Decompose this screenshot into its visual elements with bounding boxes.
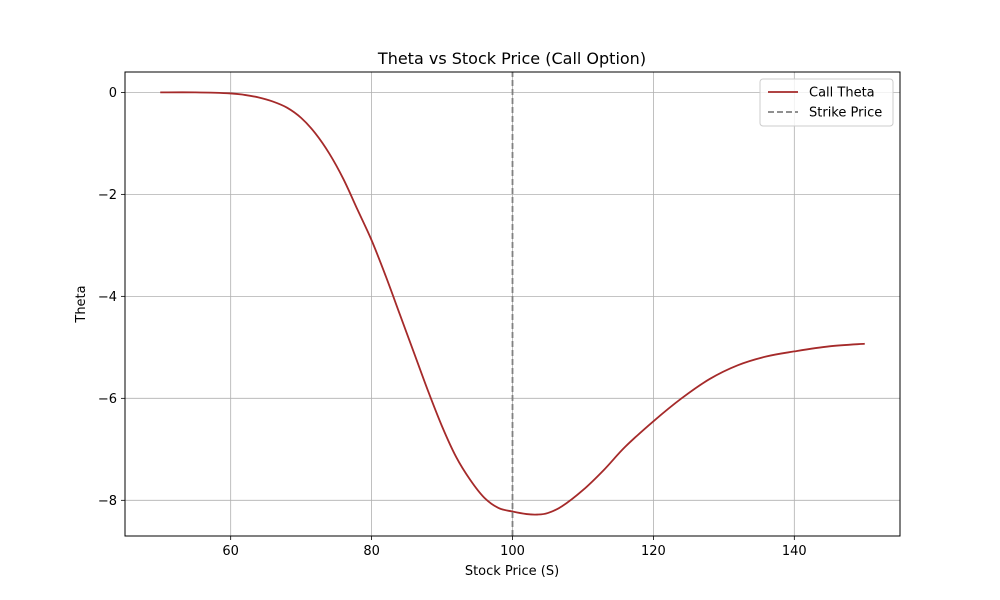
y-tick-label: 0 [109,86,117,101]
axis-ticks: 60 80 100 120 140 0 −2 −4 −6 −8 [98,86,807,559]
grid [125,72,900,536]
x-tick-label: 80 [363,544,380,559]
series-line-call-theta [160,91,865,516]
legend-label-call-theta: Call Theta [809,86,875,101]
y-tick-label: −8 [98,494,117,509]
y-tick-label: −4 [98,290,117,305]
y-tick-label: −2 [98,188,117,203]
x-axis-label: Stock Price (S) [465,564,559,579]
x-tick-label: 120 [641,544,666,559]
legend: Call Theta Strike Price [759,78,894,127]
series-layer [160,72,865,536]
x-tick-label: 100 [500,544,525,559]
y-axis-label: Theta [74,285,89,323]
x-tick-label: 60 [222,544,239,559]
chart-title: Theta vs Stock Price (Call Option) [377,49,646,68]
x-tick-label: 140 [782,544,807,559]
legend-box [759,78,894,127]
y-tick-label: −6 [98,392,117,407]
legend-label-strike-price: Strike Price [809,106,882,121]
